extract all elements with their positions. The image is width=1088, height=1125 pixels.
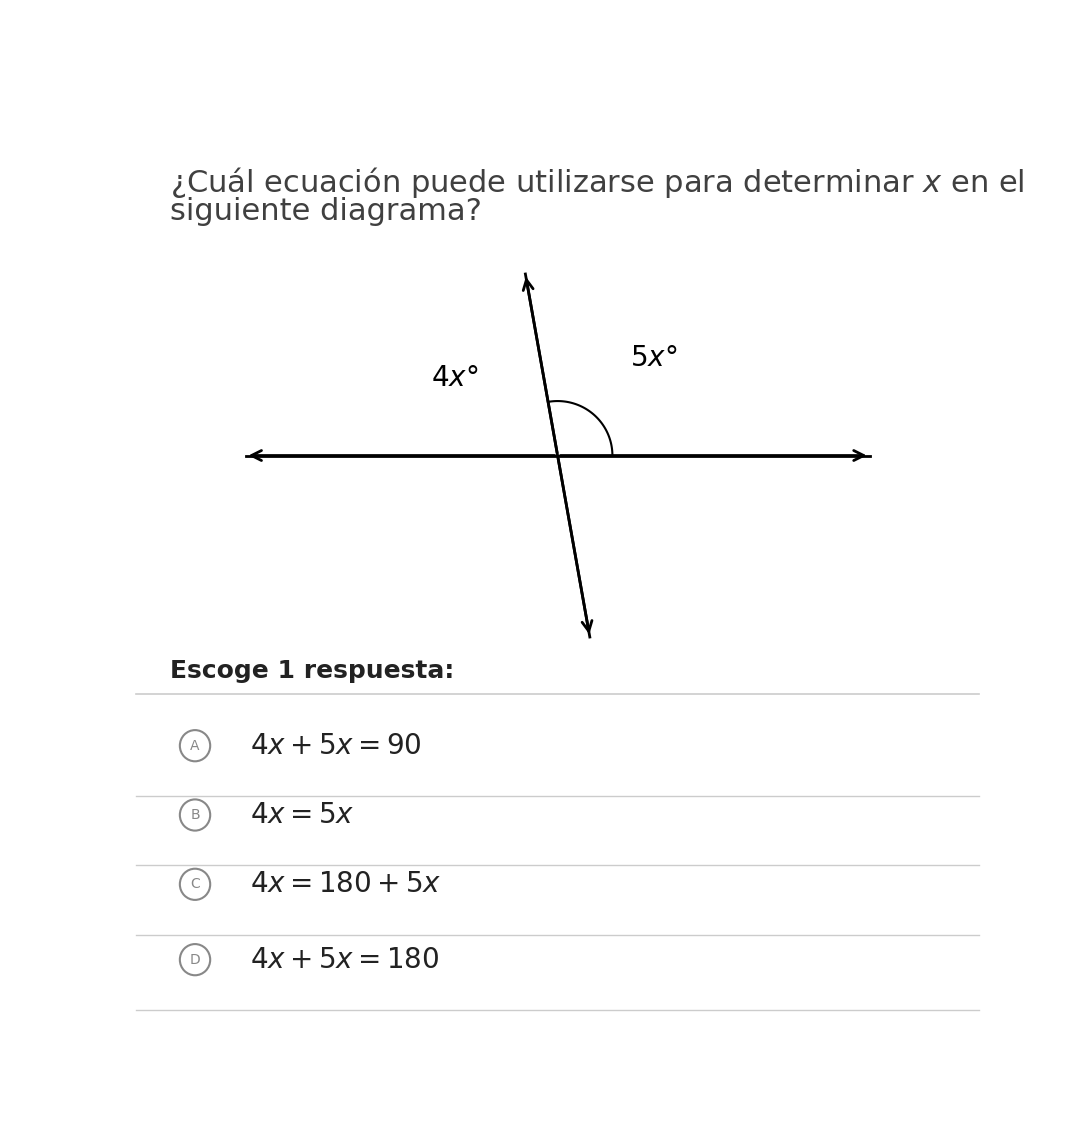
Text: $4x = 180 + 5x$: $4x = 180 + 5x$ <box>250 871 442 898</box>
Text: $5x°$: $5x°$ <box>630 344 677 372</box>
Text: C: C <box>190 878 200 891</box>
Text: siguiente diagrama?: siguiente diagrama? <box>170 197 482 226</box>
Text: $4x + 5x = 180$: $4x + 5x = 180$ <box>250 946 440 973</box>
Text: A: A <box>190 739 200 753</box>
Text: $4x + 5x = 90$: $4x + 5x = 90$ <box>250 731 422 759</box>
Text: $4x = 5x$: $4x = 5x$ <box>250 801 355 829</box>
Text: D: D <box>189 953 200 966</box>
Text: Escoge 1 respuesta:: Escoge 1 respuesta: <box>170 659 454 683</box>
Text: B: B <box>190 808 200 822</box>
Text: $4x°$: $4x°$ <box>431 364 478 391</box>
Text: ¿Cuál ecuación puede utilizarse para determinar $x$ en el: ¿Cuál ecuación puede utilizarse para det… <box>170 165 1024 200</box>
